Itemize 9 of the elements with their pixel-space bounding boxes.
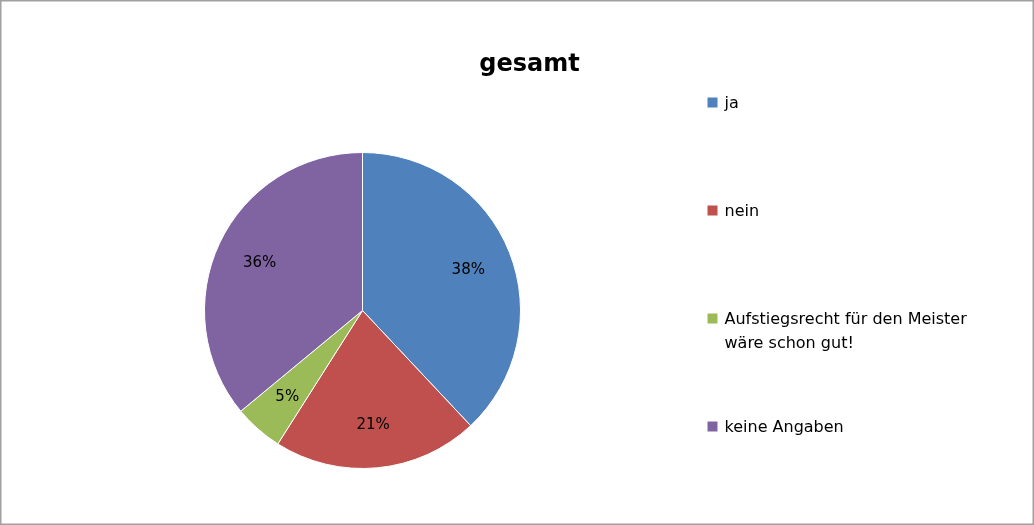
- data-label: 38%: [451, 259, 485, 278]
- legend-label: ja: [723, 93, 739, 112]
- chart-title: gesamt: [479, 48, 580, 77]
- data-label: 5%: [275, 386, 300, 405]
- data-label: 21%: [356, 414, 390, 433]
- legend-label: keine Angaben: [724, 417, 844, 436]
- data-label: 36%: [242, 253, 277, 272]
- legend-label: Aufstiegsrecht für den Meister wäre schon gut!: [724, 309, 968, 352]
- legend-label: nein: [724, 201, 760, 220]
